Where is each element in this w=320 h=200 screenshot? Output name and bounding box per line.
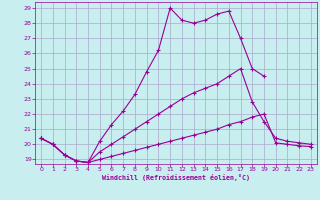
X-axis label: Windchill (Refroidissement éolien,°C): Windchill (Refroidissement éolien,°C) bbox=[102, 174, 250, 181]
